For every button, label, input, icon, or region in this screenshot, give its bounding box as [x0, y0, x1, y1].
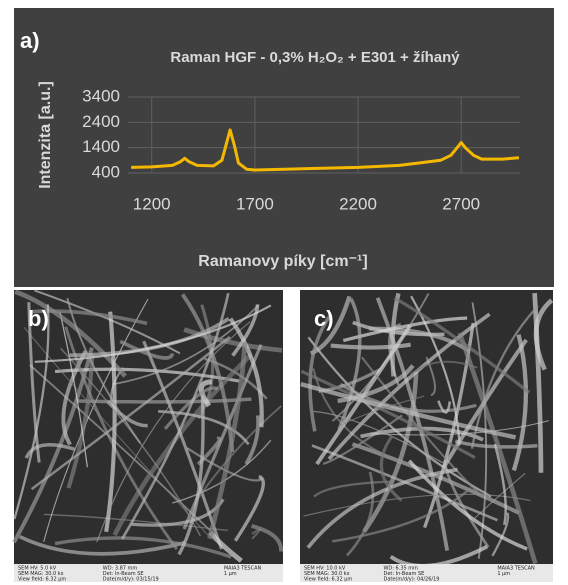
x-tick-label: 2700 [442, 194, 480, 213]
info-text: Date(m/d/y): 03/15/19 [103, 577, 159, 583]
info-text: Date(m/d/y): 04/26/19 [383, 577, 439, 583]
chart-title: Raman HGF - 0,3% H₂O₂ + E301 + žíhaný [170, 49, 460, 66]
y-axis-title: Intenzita [a.u.] [37, 81, 54, 189]
info-text: View field: 6.32 μm [304, 577, 352, 583]
y-tick-label: 400 [92, 162, 120, 181]
x-tick-label: 1700 [236, 194, 274, 213]
x-tick-label: 1200 [133, 194, 171, 213]
figure: a) Raman HGF - 0,3% H₂O₂ + E301 + žíhaný… [0, 0, 568, 585]
y-tick-label: 1400 [82, 137, 120, 156]
info-text: 1 μm [497, 571, 510, 577]
y-tick-label: 3400 [82, 86, 120, 105]
panel-label: b) [28, 306, 49, 331]
y-tick-label: 2400 [82, 112, 120, 131]
info-text: 1 μm [224, 571, 237, 577]
panel-label: c) [314, 306, 334, 331]
x-axis-title: Ramanovy píky [cm⁻¹] [198, 253, 367, 270]
info-text: View field: 6.32 μm [18, 577, 66, 583]
panel-label: a) [20, 28, 40, 53]
x-tick-label: 2200 [339, 194, 377, 213]
